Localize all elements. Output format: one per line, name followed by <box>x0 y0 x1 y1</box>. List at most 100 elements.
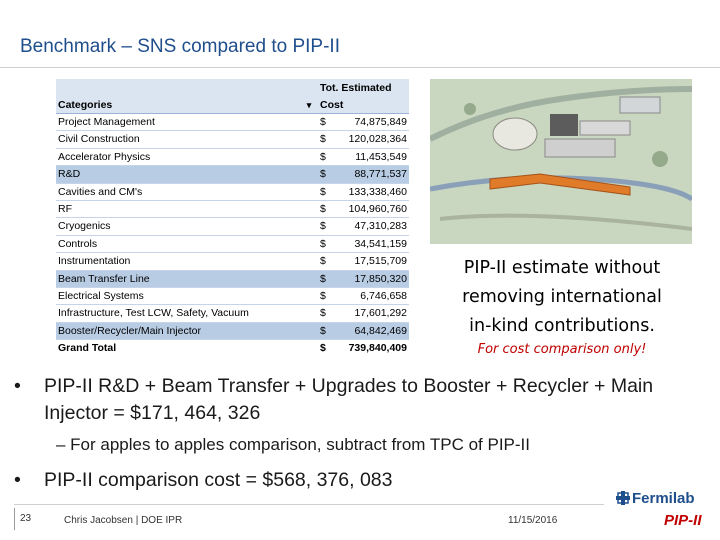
date-label: 11/15/2016 <box>508 515 558 526</box>
table-row: Electrical Systems $6,746,658 <box>56 287 409 306</box>
table-row: Beam Transfer Line $17,850,320 <box>56 270 409 289</box>
category-cell: Civil Construction <box>56 130 300 149</box>
cost-comparison-note: For cost comparison only! <box>477 342 647 357</box>
cost-cell: 17,515,709 <box>336 252 409 271</box>
table-row: RF $104,960,760 <box>56 200 409 219</box>
filter-cell <box>300 165 318 184</box>
cost-cell: 6,746,658 <box>336 287 409 306</box>
table-row: Controls $34,541,159 <box>56 235 409 254</box>
category-cell: Controls <box>56 235 300 254</box>
bullet-text: PIP-II R&D + Beam Transfer + Upgrades to… <box>44 375 654 424</box>
category-cell: Electrical Systems <box>56 287 300 306</box>
filter-cell <box>300 148 318 167</box>
currency-cell: $ <box>318 183 336 202</box>
filter-cell <box>300 183 318 202</box>
map-building-lab <box>579 120 631 136</box>
filter-cell <box>300 130 318 149</box>
map-road <box>430 86 692 142</box>
site-map-image <box>430 79 692 244</box>
cost-table: Tot. Estimated Categories ▾ Cost Project… <box>56 79 409 357</box>
table-row: Cryogenics $47,310,283 <box>56 217 409 236</box>
category-cell: Accelerator Physics <box>56 148 300 167</box>
header-blank <box>56 79 300 97</box>
filter-cell <box>300 252 318 271</box>
cost-cell: 17,850,320 <box>336 270 409 289</box>
header-cost-line1: Tot. Estimated <box>320 82 392 94</box>
category-cell: R&D <box>56 165 300 184</box>
map-building-dark <box>550 114 578 136</box>
bullet-dot: • <box>14 375 21 397</box>
total-label: Grand Total <box>58 342 117 355</box>
cost-cell: 88,771,537 <box>336 165 409 184</box>
presenter-label: Chris Jacobsen | DOE IPR <box>64 515 183 526</box>
bullet-text: PIP-II comparison cost = $568, 376, 083 <box>44 469 393 491</box>
filter-cell <box>300 235 318 254</box>
currency-cell: $ <box>318 322 336 341</box>
currency-cell: $ <box>318 130 336 149</box>
fermilab-logo-icon <box>616 491 630 505</box>
filter-cell <box>300 113 318 132</box>
currency-cell: $ <box>318 200 336 219</box>
header-blank-filter <box>300 79 318 97</box>
table-header-row: Categories ▾ Cost <box>56 97 409 114</box>
table-header-row-top: Tot. Estimated <box>56 79 409 97</box>
header-cost-line2: Cost <box>318 97 409 114</box>
filter-cell <box>300 270 318 289</box>
currency-cell: $ <box>318 217 336 236</box>
currency-cell: $ <box>318 148 336 167</box>
sub-bullet-apples: – For apples to apples comparison, subtr… <box>56 435 530 454</box>
bullet-dot: • <box>14 469 21 491</box>
table-row: Civil Construction $120,028,364 <box>56 130 409 149</box>
currency-cell: $ <box>318 252 336 271</box>
cost-cell: 34,541,159 <box>336 235 409 254</box>
table-row: Instrumentation $17,515,709 <box>56 252 409 271</box>
map-building-right <box>619 96 661 114</box>
footer-divider <box>14 504 604 505</box>
cost-cell: 11,453,549 <box>336 148 409 167</box>
page-number-box <box>14 508 45 530</box>
map-caption: PIP-II estimate without removing interna… <box>438 254 686 341</box>
map-path <box>439 213 692 231</box>
category-cell: Project Management <box>56 113 300 132</box>
map-river <box>430 175 692 202</box>
total-row: Grand Total $739,840,409 <box>56 340 409 357</box>
cost-cell: 47,310,283 <box>336 217 409 236</box>
map-building-target <box>544 138 616 158</box>
slide-title: Benchmark – SNS compared to PIP-II <box>20 36 340 57</box>
map-caption-line3: in-kind contributions. <box>469 316 655 336</box>
currency-cell: $ <box>318 113 336 132</box>
category-cell: Instrumentation <box>56 252 300 271</box>
currency-cell: $ <box>318 304 336 323</box>
bullet-rd-sum: • PIP-II R&D + Beam Transfer + Upgrades … <box>14 373 654 427</box>
cost-cell: 74,875,849 <box>336 113 409 132</box>
category-cell: Infrastructure, Test LCW, Safety, Vacuum <box>56 304 300 323</box>
pip-ii-logo-text: PIP-II <box>664 512 702 529</box>
map-linac-orange <box>489 173 631 196</box>
filter-dropdown-icon[interactable]: ▾ <box>300 97 318 114</box>
map-tree <box>652 151 668 167</box>
cost-cell: 17,601,292 <box>336 304 409 323</box>
total-value: 739,840,409 <box>348 342 407 355</box>
bullet-comparison-cost: • PIP-II comparison cost = $568, 376, 08… <box>14 467 654 494</box>
table-row: R&D $88,771,537 <box>56 165 409 184</box>
cost-cell: 104,960,760 <box>336 200 409 219</box>
currency-cell: $ <box>318 270 336 289</box>
currency-cell: $ <box>318 235 336 254</box>
category-cell: Cryogenics <box>56 217 300 236</box>
table-row: Booster/Recycler/Main Injector $64,842,46… <box>56 322 409 341</box>
map-tree <box>464 103 476 115</box>
cost-cell: 64,842,469 <box>336 322 409 341</box>
currency-cell: $ <box>318 165 336 184</box>
map-caption-line1: PIP-II estimate without <box>463 258 661 278</box>
map-ring <box>492 117 538 151</box>
cost-cell: 133,338,460 <box>336 183 409 202</box>
map-caption-line2: removing international <box>462 287 662 307</box>
currency-cell: $ <box>318 287 336 306</box>
cost-cell: 120,028,364 <box>336 130 409 149</box>
category-cell: Beam Transfer Line <box>56 270 300 289</box>
category-cell: Cavities and CM's <box>56 183 300 202</box>
filter-cell <box>300 217 318 236</box>
header-categories: Categories <box>56 97 300 114</box>
table-row: Cavities and CM's $133,338,460 <box>56 183 409 202</box>
table-row: Accelerator Physics $11,453,549 <box>56 148 409 167</box>
